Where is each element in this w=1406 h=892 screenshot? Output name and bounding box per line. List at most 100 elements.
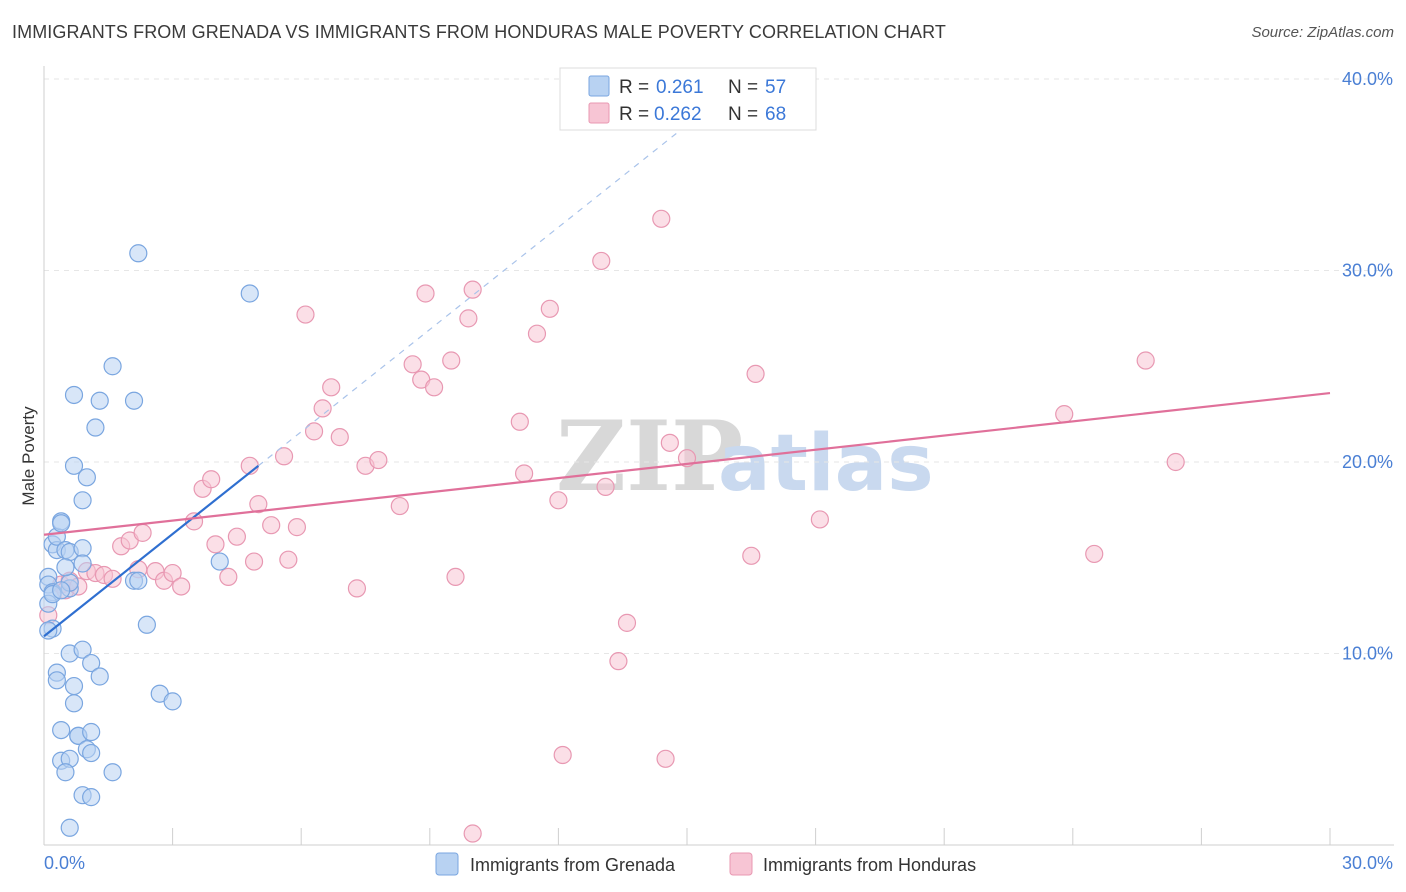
honduras-point [442,351,461,370]
honduras-point [424,378,444,397]
grenada-trend-line [43,464,260,638]
honduras-point [133,523,152,542]
legend-r-value-honduras: 0.262 [654,104,702,125]
grenada-point [39,621,58,640]
y-tick-label: 20.0% [1342,452,1393,472]
axes [43,66,1394,846]
grenada-point [73,640,92,659]
grenada-point [90,391,109,410]
honduras-point [403,355,422,374]
grenada-point [129,244,148,263]
grenada-point [52,514,71,533]
honduras-point [163,563,182,583]
honduras-point [206,535,225,554]
honduras-point [416,284,435,303]
honduras-point [527,324,547,343]
grenada-point [47,671,66,690]
grenada-point [210,552,229,571]
grenada-point [73,554,92,573]
honduras-point [390,496,409,516]
grenada-point [124,391,144,410]
honduras-point [596,477,615,496]
honduras-trend-line [43,391,1331,536]
grenada-point [64,676,84,696]
honduras-point [347,579,367,598]
x-tick-label: 30.0% [1342,853,1393,873]
honduras-point [304,422,324,441]
series-legend-label-honduras: Immigrants from Honduras [763,855,976,875]
honduras-point [656,749,675,768]
source-credit: Source: ZipAtlas.com [1251,24,1394,41]
honduras-point [202,470,221,489]
y-tick-label: 30.0% [1342,261,1393,281]
grenada-point [103,763,122,782]
honduras-point [322,378,341,397]
grenada-point [82,653,101,673]
grenada-point [103,357,122,376]
legend-r-label-grenada: R = [619,77,649,98]
honduras-point [369,450,388,470]
legend-n-label-honduras: N = [728,104,758,125]
grenada-trend-extension [257,124,688,467]
honduras-point [446,567,465,587]
grenada-point [56,558,75,577]
legend-n-value-honduras: 68 [765,104,786,125]
honduras-point [810,510,829,529]
honduras-point [540,299,559,318]
honduras-point [244,552,264,571]
honduras-point [1085,544,1104,564]
honduras-point [313,399,332,418]
honduras-point [249,495,268,514]
honduras-point [330,428,349,447]
grenada-point [64,694,84,713]
grenada-point [52,581,71,600]
honduras-point [652,209,671,228]
honduras-point [1136,351,1155,370]
honduras-point [459,309,478,328]
honduras-point [103,569,122,588]
legend-r-value-grenada: 0.261 [656,77,704,98]
legend-n-label-grenada: N = [728,77,758,98]
grenada-point [240,284,259,303]
grenada-point [77,468,96,487]
y-tick-labels: 10.0% 20.0% 30.0% 40.0% [1342,69,1393,664]
honduras-point [1055,405,1074,424]
grenada-point [73,539,92,558]
x-tick-label: 0.0% [44,853,85,873]
honduras-point [742,546,761,565]
honduras-point [553,745,572,765]
honduras-point [609,652,628,671]
grenada-point [137,615,156,634]
honduras-point [279,550,298,569]
data-points [39,209,1185,843]
honduras-point [296,305,315,324]
series-legend-swatch-honduras [729,852,753,876]
legend-n-value-grenada: 57 [765,77,786,98]
grenada-point [56,763,75,782]
grenada-point [73,491,92,510]
grenada-point [60,818,79,837]
honduras-point [617,613,637,632]
honduras-point [274,447,294,466]
grenada-point [82,722,101,742]
series-legend-label-grenada: Immigrants from Grenada [470,855,676,875]
legend-r-label-honduras: R = [619,104,649,125]
honduras-point [463,824,482,843]
grenada-point [86,418,105,437]
y-tick-label: 40.0% [1342,69,1393,89]
watermark-atlas: atlas [718,419,934,509]
legend-swatch-honduras [588,102,610,124]
y-tick-label: 10.0% [1342,644,1393,664]
y-axis-label: Male Poverty [19,406,38,506]
grenada-point [90,667,109,686]
series-legend: Immigrants from Grenada Immigrants from … [435,852,976,876]
honduras-point [463,280,482,299]
honduras-point [1166,452,1185,472]
grenada-point [82,743,101,763]
honduras-point [660,433,679,452]
grenada-point [163,692,182,711]
honduras-point [227,527,246,546]
honduras-point [592,251,611,271]
grenada-point [64,456,84,475]
